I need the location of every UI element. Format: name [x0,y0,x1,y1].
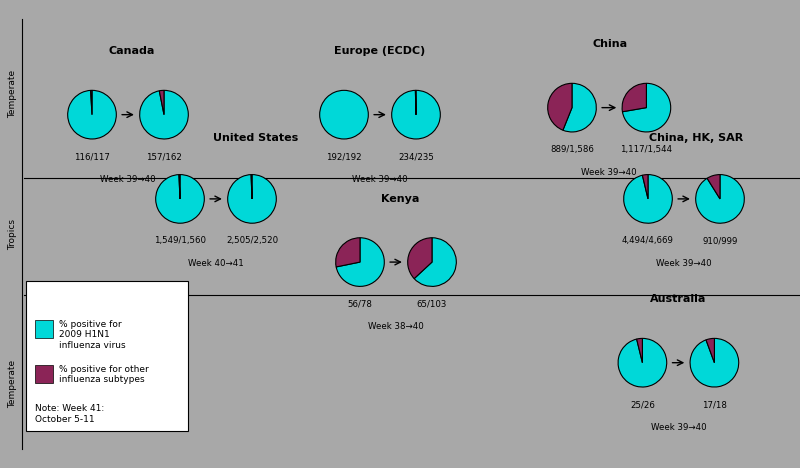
Text: China, HK, SAR: China, HK, SAR [649,133,743,143]
Text: Tropics: Tropics [8,219,18,249]
Text: Kenya: Kenya [381,194,419,204]
Text: Canada: Canada [109,46,155,56]
Text: 234/235: 234/235 [398,152,434,161]
Text: 2,505/2,520: 2,505/2,520 [226,236,278,245]
Text: Week 40→41: Week 40→41 [188,259,244,268]
Text: Temperate: Temperate [8,360,18,408]
Text: 157/162: 157/162 [146,152,182,161]
Text: 4,494/4,669: 4,494/4,669 [622,236,674,245]
Text: 1,549/1,560: 1,549/1,560 [154,236,206,245]
Text: Week 39→40: Week 39→40 [100,175,156,183]
Text: % positive for
2009 H1N1
influenza virus: % positive for 2009 H1N1 influenza virus [59,320,126,350]
Text: United States: United States [214,133,298,143]
Text: 56/78: 56/78 [347,300,373,308]
Text: Europe (ECDC): Europe (ECDC) [334,46,426,56]
Text: 192/192: 192/192 [326,152,362,161]
Bar [35,365,53,383]
Text: 910/999: 910/999 [702,236,738,245]
Text: 889/1,586: 889/1,586 [550,145,594,154]
Text: % positive for other
influenza subtypes: % positive for other influenza subtypes [59,365,149,384]
Text: Week 39→40: Week 39→40 [352,175,408,183]
Text: Week 39→40: Week 39→40 [650,423,706,431]
Text: China: China [592,39,627,49]
Bar [26,281,188,431]
Text: Week 38→40: Week 38→40 [368,322,424,331]
Text: Week 39→40: Week 39→40 [656,259,712,268]
Bar [35,320,53,338]
Text: Week 39→40: Week 39→40 [582,168,637,176]
Text: 25/26: 25/26 [630,400,655,409]
Text: 1,117/1,544: 1,117/1,544 [620,145,673,154]
Text: 17/18: 17/18 [702,400,727,409]
Text: 116/117: 116/117 [74,152,110,161]
Text: Australia: Australia [650,294,706,304]
Text: Note: Week 41:
October 5-11: Note: Week 41: October 5-11 [35,404,105,424]
Text: Temperate: Temperate [8,70,18,117]
Text: 65/103: 65/103 [417,300,447,308]
